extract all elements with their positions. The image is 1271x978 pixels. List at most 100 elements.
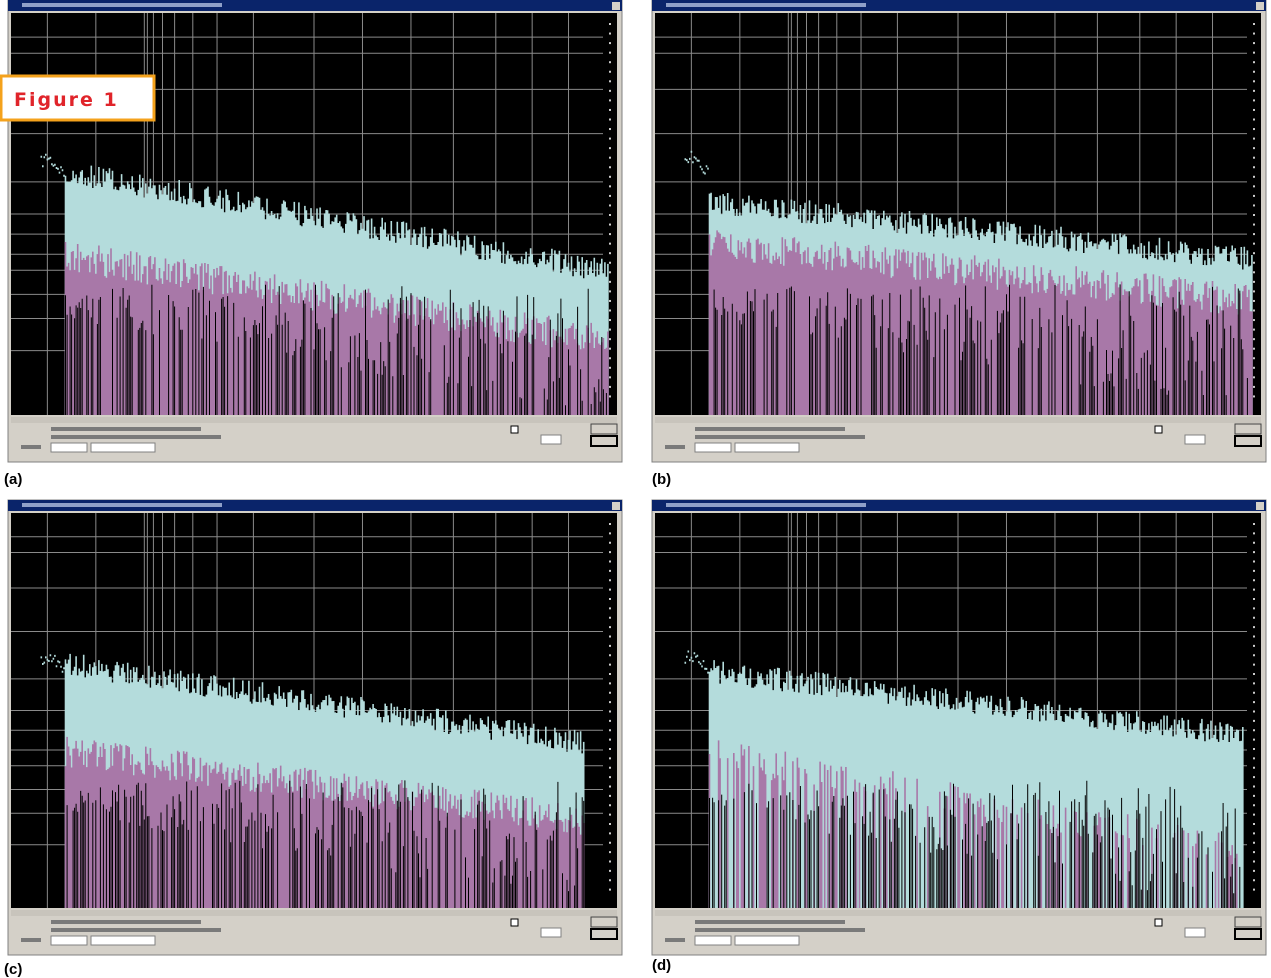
scale-tick bbox=[609, 224, 611, 226]
status-text-blur bbox=[51, 928, 221, 932]
scale-tick bbox=[1253, 598, 1255, 600]
button[interactable] bbox=[591, 424, 617, 434]
scale-tick bbox=[1253, 842, 1255, 844]
scale-tick bbox=[1253, 711, 1255, 713]
scale-tick bbox=[609, 71, 611, 73]
scale-tick bbox=[609, 99, 611, 101]
dropdown bbox=[91, 936, 155, 945]
scale-tick bbox=[1253, 185, 1255, 187]
scale-tick bbox=[609, 842, 611, 844]
scale-tick bbox=[609, 300, 611, 302]
scale-tick bbox=[609, 281, 611, 283]
scale-tick bbox=[1253, 720, 1255, 722]
scale-tick bbox=[1253, 348, 1255, 350]
scale-tick bbox=[1253, 579, 1255, 581]
scale-tick bbox=[1253, 357, 1255, 359]
scale-tick bbox=[609, 579, 611, 581]
close-button bbox=[1256, 502, 1264, 510]
title-text-blur bbox=[666, 3, 866, 7]
scale-tick bbox=[1253, 386, 1255, 388]
input-field bbox=[1185, 928, 1205, 937]
scale-tick bbox=[609, 889, 611, 891]
scale-tick bbox=[1253, 310, 1255, 312]
button[interactable] bbox=[591, 929, 617, 939]
button[interactable] bbox=[591, 436, 617, 446]
scale-tick bbox=[609, 814, 611, 816]
scale-tick bbox=[609, 33, 611, 35]
scale-tick bbox=[1253, 757, 1255, 759]
dropdown bbox=[695, 443, 731, 452]
scale-tick bbox=[1253, 109, 1255, 111]
status-text-blur bbox=[695, 435, 865, 439]
scale-tick bbox=[1253, 636, 1255, 638]
dropdown bbox=[735, 443, 799, 452]
scale-tick bbox=[609, 109, 611, 111]
scale-tick bbox=[1253, 71, 1255, 73]
scale-tick bbox=[1253, 395, 1255, 397]
scale-tick bbox=[1253, 823, 1255, 825]
scale-tick bbox=[609, 138, 611, 140]
scale-tick bbox=[1253, 338, 1255, 340]
scale-tick bbox=[609, 290, 611, 292]
scale-tick bbox=[609, 636, 611, 638]
scale-tick bbox=[1253, 673, 1255, 675]
scale-tick bbox=[609, 570, 611, 572]
scale-tick bbox=[1253, 645, 1255, 647]
scale-tick bbox=[1253, 195, 1255, 197]
button[interactable] bbox=[591, 917, 617, 927]
scale-tick bbox=[1253, 861, 1255, 863]
scale-tick bbox=[609, 598, 611, 600]
scale-tick bbox=[609, 80, 611, 82]
scale-tick bbox=[1253, 664, 1255, 666]
button[interactable] bbox=[1235, 436, 1261, 446]
status-text-blur bbox=[695, 920, 845, 924]
scale-tick bbox=[1253, 626, 1255, 628]
scale-tick bbox=[609, 861, 611, 863]
scale-tick bbox=[1253, 300, 1255, 302]
scale-tick bbox=[1253, 128, 1255, 130]
scale-tick bbox=[1253, 367, 1255, 369]
status-text-blur bbox=[51, 435, 221, 439]
scale-tick bbox=[609, 357, 611, 359]
title-text-blur bbox=[22, 503, 222, 507]
panel-label: (a) bbox=[4, 471, 22, 488]
scale-tick bbox=[1253, 138, 1255, 140]
scale-tick bbox=[609, 176, 611, 178]
scale-tick bbox=[1253, 767, 1255, 769]
scale-tick bbox=[1253, 42, 1255, 44]
status-text-blur bbox=[21, 938, 41, 942]
scale-tick bbox=[609, 607, 611, 609]
scale-tick bbox=[1253, 776, 1255, 778]
scale-tick bbox=[609, 90, 611, 92]
dropdown bbox=[91, 443, 155, 452]
scale-tick bbox=[1253, 33, 1255, 35]
scale-tick bbox=[609, 870, 611, 872]
dropdown bbox=[51, 443, 87, 452]
button[interactable] bbox=[1235, 917, 1261, 927]
scale-tick bbox=[609, 551, 611, 553]
button[interactable] bbox=[1235, 424, 1261, 434]
scale-tick bbox=[609, 729, 611, 731]
checkbox bbox=[511, 426, 518, 433]
scale-tick bbox=[609, 692, 611, 694]
scale-tick bbox=[1253, 176, 1255, 178]
scale-tick bbox=[1253, 851, 1255, 853]
scale-tick bbox=[1253, 61, 1255, 63]
scale-tick bbox=[609, 673, 611, 675]
scale-tick bbox=[1253, 889, 1255, 891]
scale-tick bbox=[1253, 804, 1255, 806]
panel-label: (d) bbox=[652, 957, 671, 974]
panels bbox=[8, 0, 1266, 955]
scale-tick bbox=[1253, 561, 1255, 563]
scale-tick bbox=[609, 589, 611, 591]
screenshot-window bbox=[8, 500, 622, 955]
scale-tick bbox=[609, 119, 611, 121]
button[interactable] bbox=[1235, 929, 1261, 939]
scale-tick bbox=[1253, 739, 1255, 741]
scale-tick bbox=[609, 532, 611, 534]
scale-tick bbox=[609, 157, 611, 159]
scale-tick bbox=[1253, 532, 1255, 534]
input-field bbox=[541, 435, 561, 444]
scale-tick bbox=[1253, 319, 1255, 321]
scale-tick bbox=[1253, 214, 1255, 216]
